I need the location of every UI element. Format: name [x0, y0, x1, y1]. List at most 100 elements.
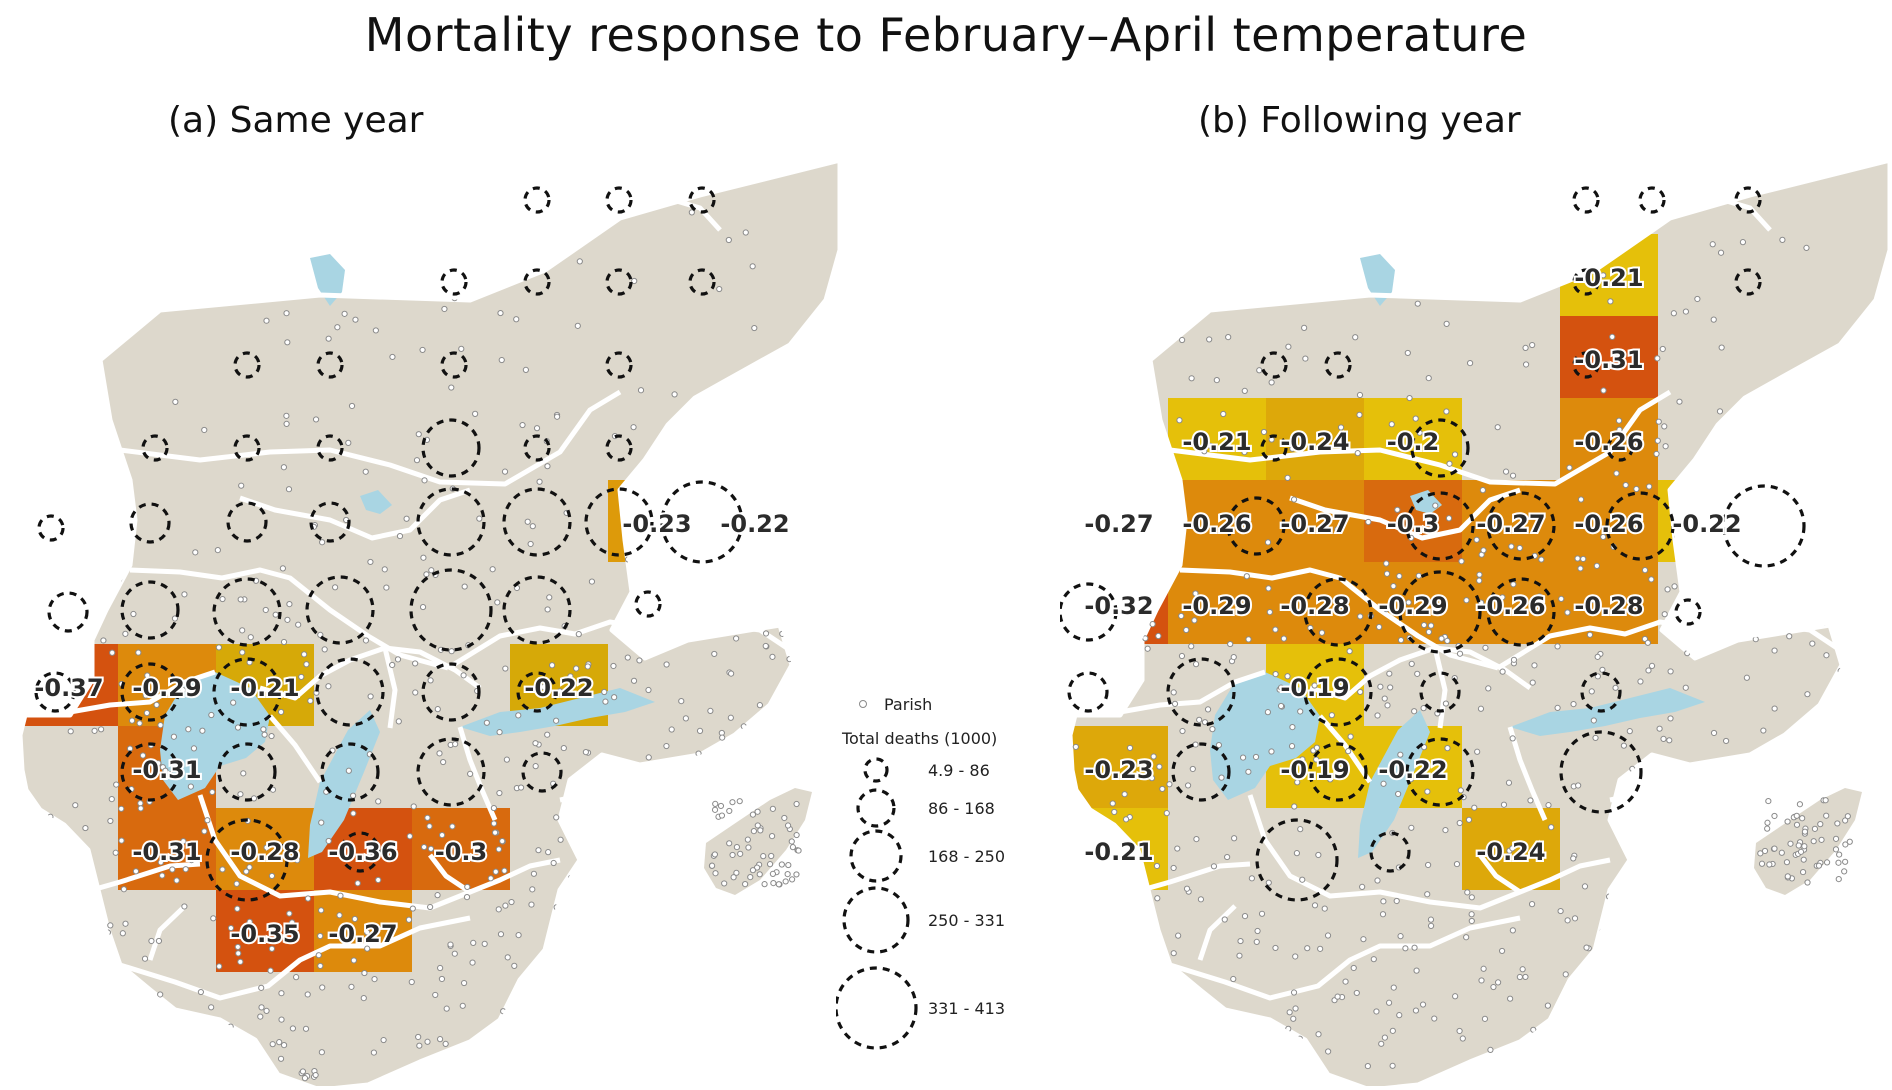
parish-dot: [1629, 594, 1636, 602]
parish-dot: [1519, 966, 1526, 973]
parish-dot: [736, 798, 743, 805]
parish-dot: [1819, 749, 1826, 756]
deaths-circle: [1067, 671, 1109, 713]
parish-dot: [553, 814, 560, 821]
parish-dot: [1109, 630, 1116, 637]
parish-dot: [318, 1049, 325, 1056]
parish-dot: [1221, 916, 1228, 923]
parish-dot: [1574, 555, 1581, 562]
parish-dot: [1350, 964, 1357, 972]
parish-dot: [1405, 599, 1412, 606]
parish-dot: [1425, 628, 1432, 636]
parish-dot: [1815, 862, 1823, 869]
parish-dot: [57, 345, 64, 352]
parish-dot: [1280, 635, 1288, 642]
lake-0: [160, 672, 270, 800]
parish-dot: [1564, 917, 1571, 924]
parish-dot: [1196, 716, 1203, 723]
effect-value-label: -0.31: [1574, 346, 1643, 374]
parish-dot: [667, 1042, 674, 1049]
parish-dot: [765, 945, 772, 952]
parish-dot: [673, 558, 681, 566]
parish-dot: [1112, 966, 1119, 973]
parish-dot: [483, 719, 490, 726]
parish-dot: [1822, 797, 1829, 804]
parish-dot: [1808, 979, 1816, 986]
parish-dot: [469, 855, 477, 863]
parish-dot: [303, 661, 310, 668]
parish-dot: [1197, 896, 1205, 903]
parish-dot: [1811, 579, 1818, 586]
parish-dot: [711, 650, 718, 658]
parish-dot: [1477, 705, 1485, 712]
parish-dot: [1121, 791, 1128, 798]
parish-dot: [1764, 825, 1771, 832]
parish-dot: [1771, 845, 1778, 852]
parish-dot: [1183, 626, 1190, 634]
parish-dot: [1502, 468, 1510, 475]
parish-dot: [1522, 344, 1529, 351]
parish-dot: [617, 827, 624, 834]
parish-dot: [1661, 423, 1668, 430]
parish-dot: [1842, 858, 1849, 865]
parish-dot: [137, 1001, 144, 1008]
parish-dot: [75, 947, 82, 954]
parish-dot: [88, 1051, 95, 1058]
parish-dot: [637, 387, 645, 394]
deaths-circle: [688, 268, 716, 296]
parish-dot: [784, 871, 791, 878]
parish-dot: [141, 955, 149, 962]
parish-dot: [1665, 927, 1672, 934]
parish-dot: [598, 1070, 605, 1077]
parish-dot: [1793, 812, 1800, 819]
parish-dot: [412, 689, 419, 696]
parish-dot: [515, 931, 522, 939]
parish-dot: [497, 309, 504, 317]
parish-dot: [1256, 367, 1263, 374]
parish-dot: [115, 537, 122, 544]
parish-dot: [694, 775, 701, 782]
parish-dot: [1241, 913, 1249, 920]
parish-dot: [1427, 622, 1435, 629]
county-border: [1141, 861, 1251, 893]
parish-dot: [100, 637, 107, 644]
deaths-circle: [1734, 268, 1762, 296]
deaths-circle: [212, 577, 282, 647]
parish-dot: [794, 361, 801, 368]
parish-dot: [1385, 999, 1393, 1006]
parish-dot: [1659, 345, 1666, 353]
parish-dot: [794, 781, 801, 788]
parish-dot: [463, 894, 471, 901]
county-border: [1318, 714, 1373, 784]
parish-dot: [234, 724, 242, 731]
parish-dot: [663, 661, 670, 668]
deaths-circle: [688, 186, 716, 214]
parish-dot: [1586, 631, 1594, 638]
parish-dot: [582, 748, 589, 756]
parish-dot: [192, 549, 199, 556]
parish-dot: [1277, 702, 1285, 710]
parish-dot: [283, 412, 290, 419]
parish-dot: [1554, 643, 1561, 650]
parish-dot: [1838, 1046, 1845, 1053]
parish-dot: [777, 698, 784, 705]
parish-dot: [67, 728, 74, 735]
parish-dot: [22, 832, 29, 839]
parish-dot: [1179, 336, 1186, 344]
parish-dot: [1609, 333, 1616, 341]
parish-dot: [1630, 781, 1637, 788]
parish-dot: [1281, 1047, 1288, 1054]
parish-dot: [1757, 950, 1764, 958]
parish-dot: [1133, 1062, 1140, 1069]
parish-dot: [1710, 729, 1718, 737]
parish-dot: [1347, 733, 1354, 740]
parish-dot: [434, 706, 441, 713]
deaths-circle: [1255, 818, 1339, 902]
parish-dot: [1213, 377, 1220, 384]
parish-dot: [745, 844, 752, 851]
parish-dot: [1803, 244, 1810, 252]
deaths-circle: [205, 818, 289, 902]
parish-dot: [1522, 361, 1530, 368]
effect-value-label: -0.37: [34, 674, 103, 702]
parish-dot: [1346, 648, 1353, 655]
